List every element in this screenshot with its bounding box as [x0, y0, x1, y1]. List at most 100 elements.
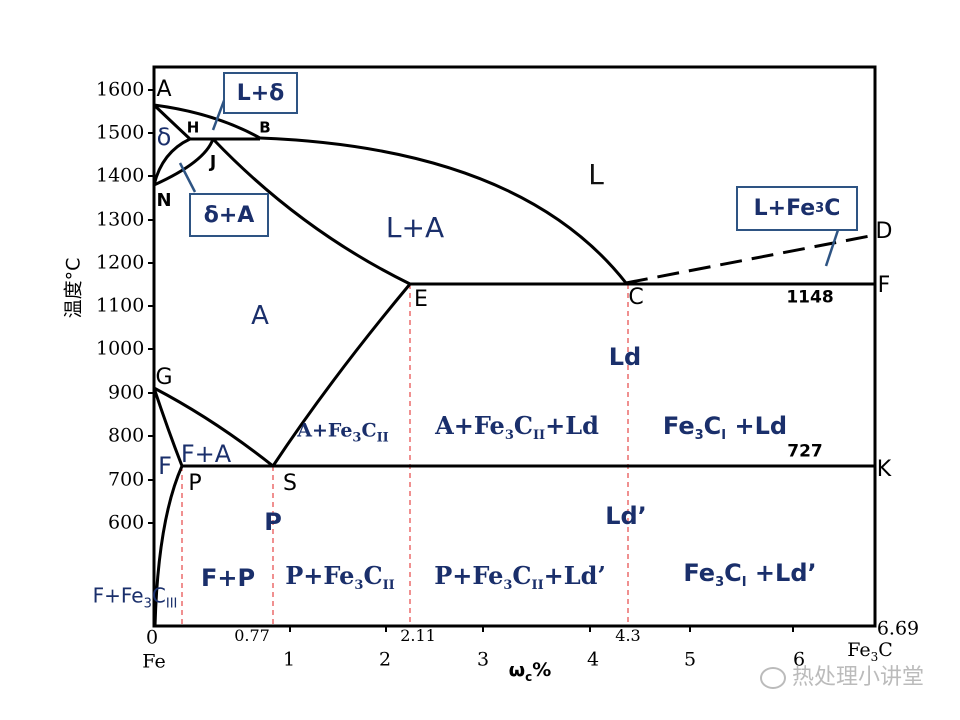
label-sub: 3 — [715, 575, 725, 590]
region-Fe3CI-Ld: Fe3CI +Ld — [663, 414, 787, 442]
point-P: P — [188, 471, 202, 496]
plot-frame — [152, 65, 877, 628]
fe3c-sub: 3 — [870, 649, 879, 664]
x-label-c: 4.3 — [615, 626, 641, 645]
region-delta: δ — [156, 123, 172, 151]
point-B: B — [259, 118, 271, 137]
label-sub: II — [376, 430, 389, 446]
region-L-A: L+A — [385, 211, 445, 244]
label-part: C — [512, 561, 532, 590]
callout-delta-A: δ+A — [189, 193, 269, 237]
label-part: F+Fe — [92, 583, 144, 608]
phase-boundaries — [152, 103, 876, 627]
label-sub: 3 — [504, 428, 514, 443]
wechat-icon — [759, 667, 786, 689]
y-tick-label: 1500 — [96, 121, 145, 144]
label-sub: 3 — [352, 430, 362, 446]
x-axis-label: ωc% — [509, 661, 552, 683]
fe3c-post: C — [878, 639, 893, 662]
region-P: P — [264, 508, 282, 536]
point-A: A — [156, 77, 172, 102]
region-P-Fe3CII-Ld-prime: P+Fe3CII+Ld’ — [434, 561, 606, 593]
region-F-P: F+P — [200, 564, 256, 592]
line-NH — [152, 137, 191, 186]
line-CD — [625, 233, 876, 285]
line-NJ — [153, 138, 215, 187]
point-S: S — [283, 471, 297, 496]
y-tick-label: 1600 — [96, 78, 145, 101]
label-sub: 3 — [694, 428, 704, 443]
label-part: C — [824, 196, 841, 221]
solidus-JE — [211, 137, 411, 286]
y-tick-label: 1200 — [96, 251, 145, 274]
line-ES — [271, 283, 412, 467]
point-K: K — [876, 457, 892, 482]
label-sub: 3 — [503, 578, 513, 593]
region-F-Fe3CIII: F+Fe3CIII — [93, 586, 178, 611]
y-tick-label: 1300 — [96, 208, 145, 231]
point-H: H — [186, 118, 200, 137]
y-tick-label: 700 — [108, 468, 145, 491]
region-P-Fe3CII: P+Fe3CII — [285, 561, 394, 593]
liquidus-AB — [153, 103, 261, 140]
xlabel-base: ω — [508, 659, 526, 682]
region-F-A: F+A — [180, 440, 232, 468]
label-part: Fe — [662, 412, 695, 440]
label-part: +Ld’ — [543, 561, 606, 590]
composition-guides — [181, 284, 629, 626]
label-part: C — [363, 561, 383, 590]
y-tick-label: 800 — [108, 424, 145, 447]
region-Fe3CI-Ld-prime: Fe3CI +Ld’ — [683, 561, 816, 589]
y-tick-label: 900 — [108, 381, 145, 404]
label-part: Fe — [683, 559, 716, 587]
y-tick-label: 1100 — [96, 294, 145, 317]
label-part: C — [513, 411, 533, 440]
region-Ld-prime: Ld’ — [605, 502, 647, 530]
x-tick-label: 1 — [282, 648, 296, 671]
point-C: C — [628, 285, 644, 310]
label-part: L+Fe — [753, 196, 816, 221]
y-tick-marks — [148, 89, 154, 524]
x-tick-label: 2 — [378, 648, 392, 671]
label-part: C — [703, 412, 722, 440]
region-A-Fe3CII: A+Fe3CII — [297, 419, 389, 446]
callout-L-delta: L+δ — [223, 72, 298, 114]
label-sub: III — [165, 596, 178, 612]
point-E: E — [414, 287, 428, 312]
xlabel-post: % — [532, 659, 552, 682]
solidus-AH — [152, 103, 192, 141]
xlabel-sub: c — [525, 669, 533, 684]
region-A-Fe3CII-Ld: A+Fe3CII+Ld — [435, 411, 599, 443]
label-part: C — [151, 583, 166, 608]
x-label-fe: Fe — [142, 650, 166, 673]
watermark: 热处理小讲堂 — [759, 665, 925, 690]
label-sub: 3 — [143, 596, 152, 612]
watermark-text: 热处理小讲堂 — [791, 665, 925, 690]
point-G: G — [155, 365, 173, 390]
region-F-label: F — [158, 452, 172, 480]
point-F-right: F — [877, 273, 891, 298]
y-tick-label: 600 — [108, 511, 145, 534]
label-sub: I — [721, 428, 727, 443]
point-J: J — [209, 152, 217, 173]
line-GS — [153, 386, 274, 468]
label-sub: II — [531, 578, 544, 593]
label-sub: 3 — [354, 578, 364, 593]
x-label-zero: 0 — [145, 626, 159, 649]
label-part: +Ld’ — [746, 559, 817, 587]
y-axis-label: 温度°C — [62, 257, 85, 319]
label-part: +Ld — [545, 411, 599, 440]
callout-L-Fe3C: L+Fe 3 C — [736, 186, 858, 231]
label-part: C — [361, 419, 377, 442]
label-part: P+Fe — [434, 561, 504, 590]
eutectoid-temp: 727 — [787, 441, 823, 462]
label-part: A+Fe — [435, 411, 505, 440]
eutectic-temp: 1148 — [786, 287, 834, 308]
callout-leaders — [178, 97, 840, 267]
x-tick-marks — [289, 626, 794, 632]
line-PQ — [153, 465, 184, 627]
x-label-end: 6.69 — [876, 617, 920, 640]
x-tick-label: 3 — [476, 648, 490, 671]
